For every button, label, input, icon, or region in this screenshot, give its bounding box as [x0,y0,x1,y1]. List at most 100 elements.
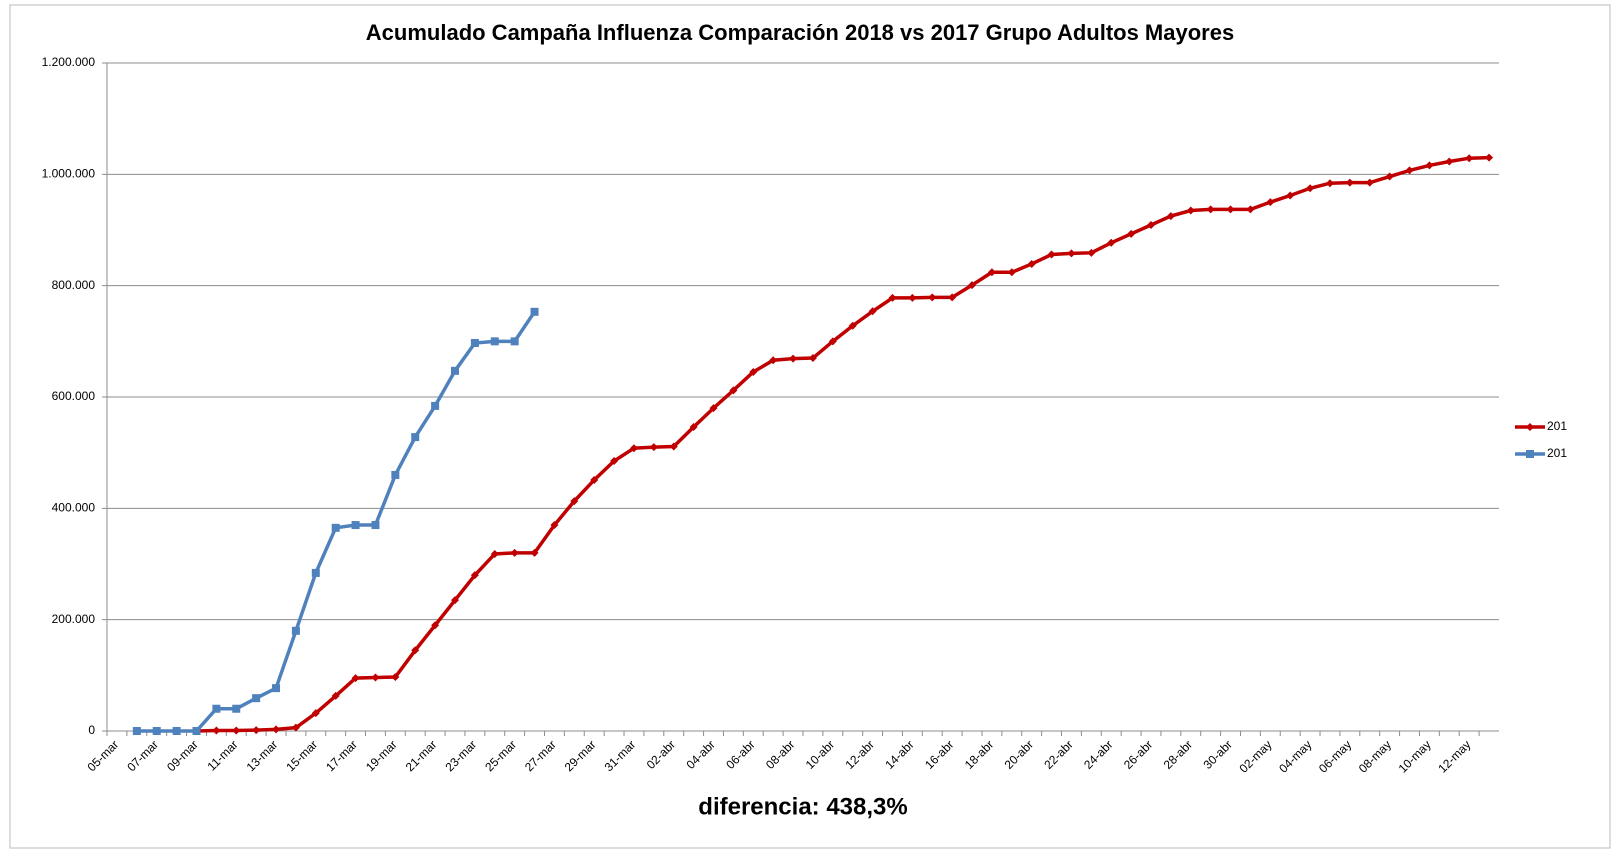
marker [530,548,539,557]
marker [1365,178,1374,187]
y-tick-label: 400.000 [52,501,96,515]
marker [1246,205,1255,214]
x-tick-label: 12-may [1435,737,1473,775]
marker [470,339,479,348]
marker [1087,248,1096,257]
marker [490,337,499,346]
marker [232,704,241,713]
x-tick-label: 05-mar [85,737,122,774]
x-tick-label: 23-mar [442,737,479,774]
marker [351,521,360,530]
annotation: diferencia: 438,3% [698,793,907,820]
marker [291,723,300,732]
marker [968,281,977,290]
marker [272,684,281,693]
x-tick-label: 18-abr [962,737,996,771]
marker [351,674,360,683]
y-tick-label: 600.000 [52,389,96,403]
x-tick-label: 14-abr [882,737,916,771]
marker [391,470,400,479]
marker [948,293,957,302]
x-tick-label: 13-mar [244,737,281,774]
y-tick-label: 1.000.000 [42,167,96,181]
marker [291,626,300,635]
marker [411,646,420,655]
legend-marker [1526,423,1534,431]
marker [729,386,738,395]
x-tick-label: 28-abr [1161,737,1195,771]
x-tick-label: 24-abr [1081,737,1115,771]
marker [649,443,658,452]
series-line [136,310,536,733]
marker [411,433,420,442]
x-tick-label: 04-may [1276,737,1314,775]
marker [1047,250,1056,259]
marker [470,571,479,580]
x-tick-label: 31-mar [602,737,639,774]
x-tick-label: 11-mar [204,737,240,773]
series-line [196,155,1490,733]
marker [848,321,857,330]
x-tick-label: 08-may [1356,737,1394,775]
marker [749,367,758,376]
marker [789,354,798,363]
legend-marker [1526,450,1534,458]
x-tick-label: 30-abr [1200,737,1234,771]
chart-title: Acumulado Campaña Influenza Comparación … [366,20,1234,45]
x-tick-label: 02-may [1236,737,1274,775]
marker [1226,205,1235,214]
x-tick-label: 20-abr [1002,737,1036,771]
legend-label: 201 [1547,446,1567,460]
marker [252,726,261,735]
marker [212,726,221,735]
marker [1286,191,1295,200]
marker [490,549,499,558]
y-tick-label: 200.000 [52,612,96,626]
marker [510,548,519,557]
marker [431,621,440,630]
marker [908,293,917,302]
marker [689,423,698,432]
marker [987,268,996,277]
marker [391,673,400,682]
marker [1166,212,1175,221]
x-tick-label: 29-mar [562,737,599,774]
marker [928,293,937,302]
x-tick-label: 21-mar [403,737,440,774]
y-tick-label: 1.200.000 [42,55,96,69]
x-tick-label: 22-abr [1041,737,1075,771]
marker [1266,198,1275,207]
marker [371,673,380,682]
marker [669,442,678,451]
x-tick-label: 16-abr [922,737,956,771]
x-tick-label: 08-abr [763,737,797,771]
marker [1385,172,1394,181]
marker [152,727,161,735]
x-tick-label: 10-abr [803,737,837,771]
marker [371,521,380,530]
marker [828,337,837,346]
marker [530,307,539,316]
marker [709,404,718,413]
x-tick-label: 04-abr [683,737,717,771]
marker [451,596,459,605]
marker [311,568,320,577]
marker [1425,161,1434,170]
x-tick-label: 15-mar [283,737,320,774]
marker [331,691,340,700]
marker [1186,206,1195,215]
x-tick-label: 09-mar [164,737,201,774]
x-tick-label: 17-mar [323,737,360,774]
marker [1445,157,1454,166]
marker [1067,249,1076,258]
marker [1345,178,1354,187]
marker [212,704,221,713]
marker [769,356,778,365]
x-tick-label: 02-abr [644,737,678,771]
marker [1007,268,1016,277]
marker [610,457,619,466]
marker [1206,205,1215,214]
marker [232,726,241,735]
marker [1325,179,1334,188]
